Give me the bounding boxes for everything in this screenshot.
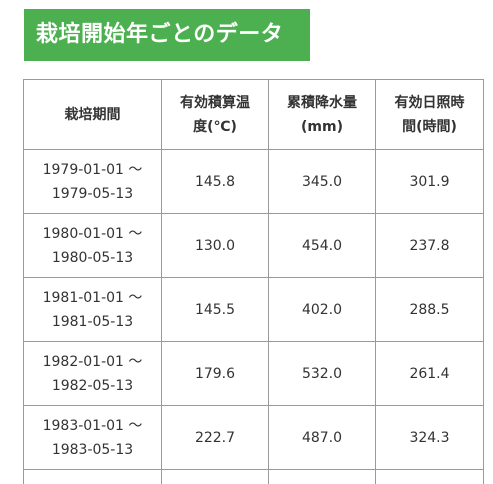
table-row-partial — [24, 470, 484, 484]
column-header-label: 累積降水量 — [287, 95, 357, 111]
sun-cell: 301.9 — [376, 150, 484, 214]
temp-cell: 130.0 — [162, 214, 269, 278]
table-row: 1982-01-01 ～ 1982-05-13 179.6 532.0 261.… — [24, 342, 484, 406]
period-cell: 1981-01-01 ～ 1981-05-13 — [24, 278, 162, 342]
period-end: 1981-05-13 — [52, 314, 133, 330]
temp-cell: 145.5 — [162, 278, 269, 342]
column-header-label: 有効日照時 — [395, 95, 465, 111]
rain-cell: 532.0 — [269, 342, 376, 406]
rain-cell: 454.0 — [269, 214, 376, 278]
empty-cell — [269, 470, 376, 484]
temp-cell: 222.7 — [162, 406, 269, 470]
column-header-label: 間(時間) — [402, 119, 457, 135]
period-end: 1983-05-13 — [52, 442, 133, 458]
table-row: 1981-01-01 ～ 1981-05-13 145.5 402.0 288.… — [24, 278, 484, 342]
column-header-period: 栽培期間 — [24, 80, 162, 150]
period-start: 1982-01-01 ～ — [43, 354, 143, 370]
table-row: 1979-01-01 ～ 1979-05-13 145.8 345.0 301.… — [24, 150, 484, 214]
period-end: 1979-05-13 — [52, 186, 133, 202]
period-cell: 1982-01-01 ～ 1982-05-13 — [24, 342, 162, 406]
column-header-sunshine: 有効日照時 間(時間) — [376, 80, 484, 150]
period-end: 1980-05-13 — [52, 250, 133, 266]
period-start: 1980-01-01 ～ — [43, 226, 143, 242]
column-header-label: (mm) — [301, 119, 343, 135]
column-header-label: 度(℃) — [193, 119, 237, 135]
empty-cell — [376, 470, 484, 484]
period-cell: 1980-01-01 ～ 1980-05-13 — [24, 214, 162, 278]
period-cell: 1983-01-01 ～ 1983-05-13 — [24, 406, 162, 470]
column-header-rainfall: 累積降水量 (mm) — [269, 80, 376, 150]
temp-cell: 145.8 — [162, 150, 269, 214]
period-end: 1982-05-13 — [52, 378, 133, 394]
table-header-row: 栽培期間 有効積算温 度(℃) 累積降水量 (mm) 有効日照時 間(時間) — [24, 80, 484, 150]
temp-cell: 179.6 — [162, 342, 269, 406]
table-row: 1983-01-01 ～ 1983-05-13 222.7 487.0 324.… — [24, 406, 484, 470]
empty-cell — [162, 470, 269, 484]
sun-cell: 324.3 — [376, 406, 484, 470]
column-header-label: 有効積算温 — [180, 95, 250, 111]
sun-cell: 261.4 — [376, 342, 484, 406]
period-cell: 1979-01-01 ～ 1979-05-13 — [24, 150, 162, 214]
column-header-label: 栽培期間 — [65, 107, 121, 123]
rain-cell: 487.0 — [269, 406, 376, 470]
cultivation-data-table: 栽培期間 有効積算温 度(℃) 累積降水量 (mm) 有効日照時 間(時間) 1… — [23, 79, 484, 484]
rain-cell: 402.0 — [269, 278, 376, 342]
period-start: 1981-01-01 ～ — [43, 290, 143, 306]
rain-cell: 345.0 — [269, 150, 376, 214]
table-row: 1980-01-01 ～ 1980-05-13 130.0 454.0 237.… — [24, 214, 484, 278]
sun-cell: 237.8 — [376, 214, 484, 278]
sun-cell: 288.5 — [376, 278, 484, 342]
page-title: 栽培開始年ごとのデータ — [24, 9, 310, 61]
period-start: 1979-01-01 ～ — [43, 162, 143, 178]
empty-cell — [24, 470, 162, 484]
period-start: 1983-01-01 ～ — [43, 418, 143, 434]
column-header-effective-temp: 有効積算温 度(℃) — [162, 80, 269, 150]
